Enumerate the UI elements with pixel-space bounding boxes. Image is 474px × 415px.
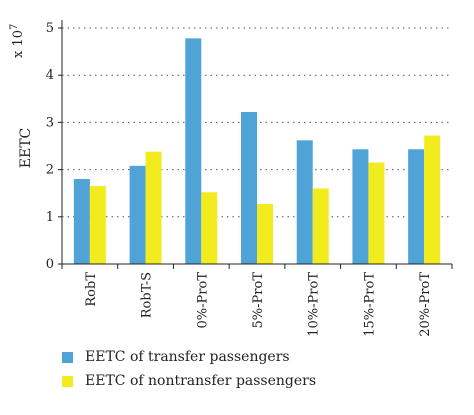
y-tick-label: 5 [46,21,54,36]
legend-item-nontransfer: EETC of nontransfer passengers [62,369,316,393]
bar-nontransfer [89,186,106,264]
bar-nontransfer [312,188,329,264]
axes [58,20,453,269]
y-axis-label: EETC [18,128,34,169]
x-tick-label: 20%-ProT [418,272,433,337]
y-axis-scale-exponent: 7 [9,24,20,30]
y-axis-scale-label: x 107 [9,24,26,58]
x-tick-label: 15%-ProT [362,272,377,337]
x-tick-label: 5%-ProT [251,272,266,329]
y-tick-label: 4 [46,68,54,83]
bar-transfer [73,179,90,264]
grid-lines [62,27,452,218]
x-tick-label: RobT-S [140,272,155,318]
legend-swatch-transfer [62,351,73,363]
bar-transfer [352,149,369,264]
bar-nontransfer [145,151,162,264]
y-tick-labels: 0 1 2 3 4 5 [46,21,54,272]
bar-transfer [129,165,146,264]
bar-nontransfer [257,204,273,264]
bar-nontransfer [201,192,218,264]
y-tick-label: 1 [46,210,54,225]
legend-swatch-nontransfer [62,375,73,387]
bar-chart: 0 1 2 3 4 5 RobT RobT-S 0%-ProT 5%-ProT 10%-ProT 1… [9,20,453,337]
legend-label-transfer: EETC of transfer passengers [85,349,290,365]
x-tick-labels: RobT RobT-S 0%-ProT 5%-ProT 10%-ProT 15%-ProT… [84,272,433,337]
y-tick-label: 3 [46,115,54,130]
x-tick-label: 0%-ProT [195,272,210,329]
legend-label-nontransfer: EETC of nontransfer passengers [85,373,317,389]
bar-nontransfer [368,162,385,264]
x-tick-label: 10%-ProT [307,272,322,337]
bar-transfer [185,38,202,264]
legend: EETC of transfer passengers EETC of nont… [62,345,316,393]
bar-transfer [296,140,313,264]
bar-transfer [408,149,425,264]
x-tick-label: RobT [84,272,99,307]
bars [73,38,441,265]
y-axis-scale-base: x 10 [11,30,26,58]
legend-item-transfer: EETC of transfer passengers [62,345,316,369]
y-tick-label: 2 [46,163,54,178]
bar-nontransfer [424,135,441,264]
y-tick-label: 0 [46,257,54,272]
bar-transfer [241,112,257,265]
